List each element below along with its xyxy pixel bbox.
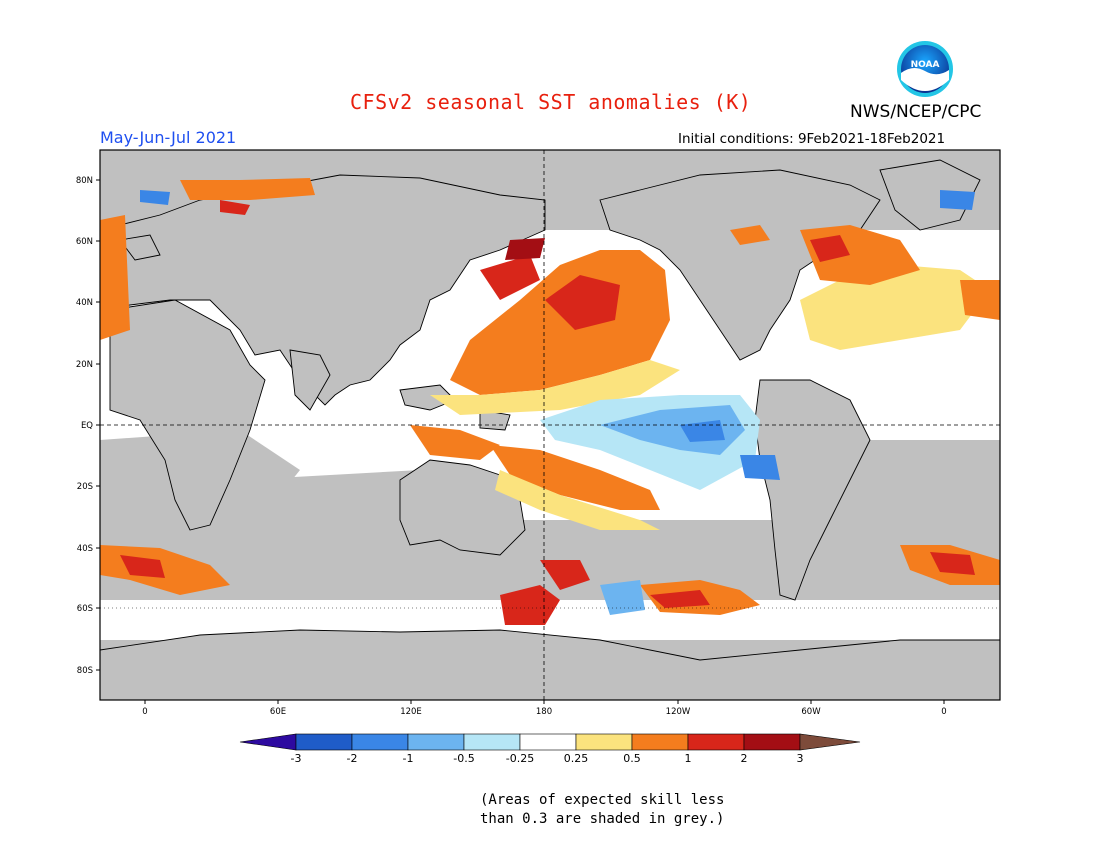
colorbar-segment [687,733,745,751]
lat-tick-label: 80N [76,176,93,186]
colorbar-segment [295,733,353,751]
agency-label: NWS/NCEP/CPC [850,102,982,122]
colorbar-tick-label: 0.5 [623,752,641,765]
lat-tick-label: 60N [76,237,93,247]
colorbar-tick-label: 1 [685,752,692,765]
land-masses [100,159,1000,700]
latitude-axis: 80N 60N 40N 20N EQ 20S 40S 60S 80S [76,176,100,676]
colorbar-segment [519,733,577,751]
colorbar-labels: -3 -2 -1 -0.5 -0.25 0.25 0.5 1 2 3 [291,752,804,765]
lat-tick-label: 60S [77,604,93,614]
lon-tick-label: 0 [941,707,946,717]
lat-tick-label: 40N [76,298,93,308]
longitude-axis: 0 60E 120E 180 120W 60W 0 [142,700,947,717]
colorbar-left-arrow [239,733,297,751]
colorbar-tick-label: 0.25 [564,752,589,765]
colorbar-right-arrow [799,733,861,751]
colorbar-segments [239,733,861,751]
lon-tick-label: 120E [400,707,422,717]
colorbar-tick-label: -0.5 [453,752,474,765]
footnote-line-2: than 0.3 are shaded in grey.) [480,811,725,827]
lon-tick-label: 60W [801,707,821,717]
colorbar-segment [463,733,521,751]
lat-tick-label: 20N [76,360,93,370]
colorbar-segment [575,733,633,751]
lat-tick-label: 80S [77,666,93,676]
colorbar-tick-label: 3 [797,752,804,765]
logo-text: NOAA [911,60,940,70]
lon-tick-label: 180 [536,707,552,717]
footnote-line-1: (Areas of expected skill less [480,792,725,808]
colorbar-tick-label: 2 [741,752,748,765]
lat-tick-label: 20S [77,482,93,492]
map-title: CFSv2 seasonal SST anomalies (K) [350,90,752,114]
colorbar-segment [631,733,689,751]
initial-conditions: Initial conditions: 9Feb2021-18Feb2021 [678,131,946,147]
colorbar-tick-label: -3 [291,752,302,765]
anomaly-patches [100,178,1000,625]
lon-tick-label: 0 [142,707,147,717]
colorbar-segment [743,733,801,751]
lon-tick-label: 60E [270,707,286,717]
lon-tick-label: 120W [666,707,691,717]
forecast-period: May-Jun-Jul 2021 [100,128,237,147]
noaa-logo-icon: NOAA [897,41,953,97]
colorbar-tick-label: -1 [403,752,414,765]
colorbar-segment [351,733,409,751]
colorbar-tick-label: -2 [347,752,358,765]
colorbar-tick-label: -0.25 [506,752,534,765]
lat-tick-label: 40S [77,544,93,554]
lat-tick-label: EQ [81,421,93,431]
colorbar-segment [407,733,465,751]
